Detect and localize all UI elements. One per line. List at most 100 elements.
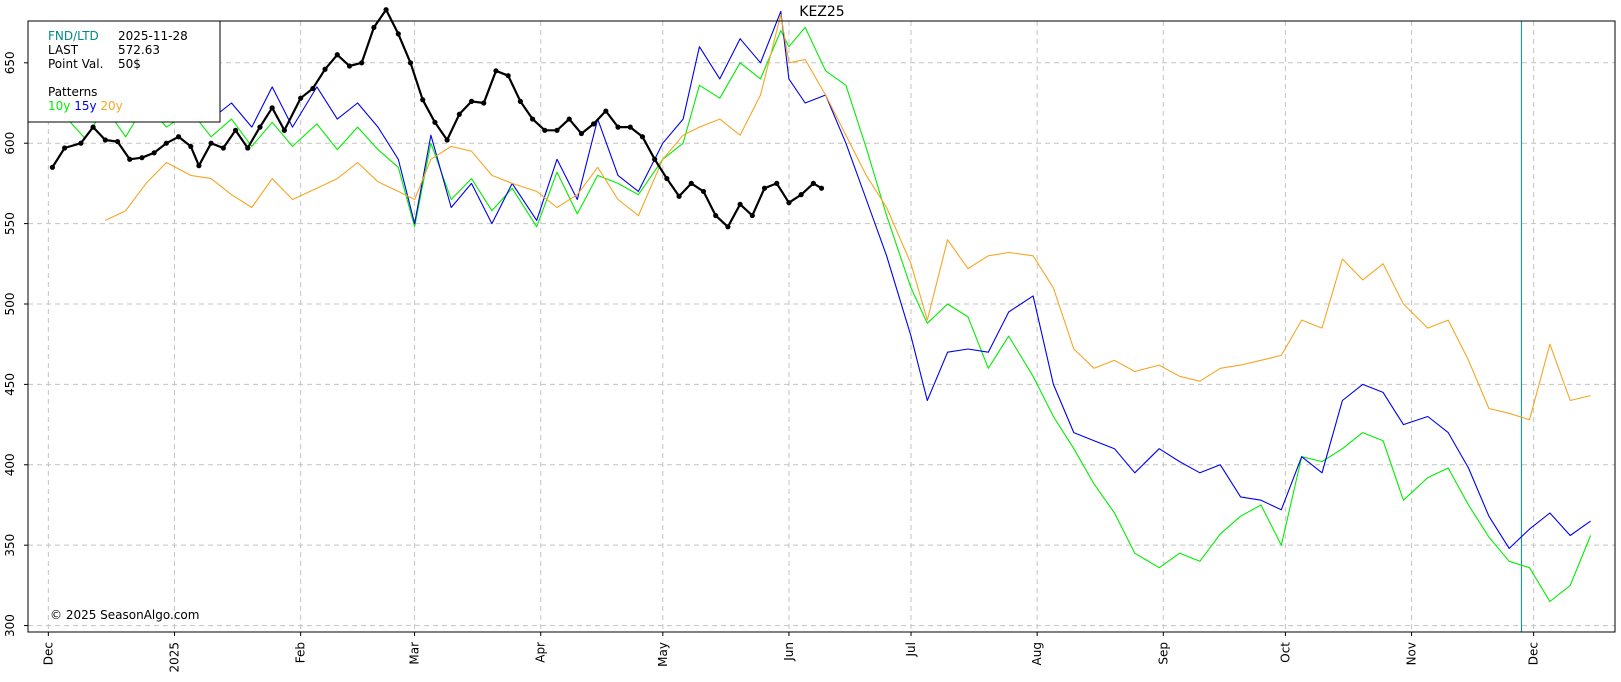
series-point	[371, 24, 377, 31]
series-point	[407, 60, 414, 66]
series-point	[346, 63, 353, 69]
series-point	[566, 116, 572, 122]
series-point	[652, 156, 658, 162]
x-tick-label: Dec	[1527, 642, 1541, 665]
series-point	[334, 52, 340, 58]
series-point	[627, 124, 633, 130]
info-label: FND/LTD	[48, 29, 99, 43]
series-point	[664, 175, 670, 182]
series-point	[774, 180, 780, 186]
series-point	[505, 73, 511, 79]
x-tick-label: May	[656, 642, 670, 667]
series-point	[432, 119, 438, 125]
series-point	[615, 124, 621, 130]
grid	[28, 21, 1615, 632]
series-point	[761, 185, 768, 191]
series-point	[591, 121, 597, 127]
series-line-20y	[105, 14, 1591, 421]
series-point	[269, 105, 275, 111]
series-point	[798, 192, 804, 198]
series-point	[578, 130, 585, 137]
x-tick-label: Sep	[1156, 642, 1170, 665]
y-axis: 300 350 400 450 500 550 600 650	[3, 51, 28, 637]
series-point	[676, 193, 682, 199]
y-tick-label: 500	[3, 293, 17, 316]
series-point	[62, 145, 68, 151]
y-tick-label: 450	[3, 373, 17, 396]
x-tick-label: Nov	[1405, 642, 1419, 665]
series-point	[395, 31, 401, 37]
series-point	[786, 200, 792, 206]
x-tick-label: Jun	[782, 642, 796, 662]
series-point	[639, 134, 646, 140]
series-point	[468, 98, 475, 104]
series-point	[151, 150, 157, 156]
series-point	[232, 127, 239, 133]
series-layer	[49, 7, 1592, 603]
series-point	[700, 188, 707, 195]
chart-title: KEZ25	[799, 4, 844, 20]
series-point	[383, 7, 389, 13]
series-point	[444, 137, 450, 143]
x-tick-label: Feb	[294, 642, 308, 663]
series-point	[310, 85, 316, 92]
x-tick-label: Dec	[41, 642, 55, 665]
series-line-10y	[64, 26, 1592, 603]
y-tick-label: 650	[3, 51, 17, 74]
x-axis: Dec 2025 Feb Mar Apr May Jun Jul Aug Sep Oct Nov Dec	[41, 632, 1541, 673]
series-point	[818, 185, 825, 191]
series-point	[90, 124, 96, 130]
y-tick-label: 400	[3, 453, 17, 476]
series-point	[713, 212, 719, 219]
legend-entry-20y: 20y	[97, 99, 123, 113]
series-point	[196, 163, 202, 169]
plot-frame	[27, 20, 1616, 633]
series-point	[810, 180, 816, 186]
y-tick-label: 550	[3, 212, 17, 235]
series-point	[322, 66, 328, 72]
series-point	[139, 155, 145, 161]
series-point	[245, 145, 251, 151]
series-point	[208, 140, 214, 146]
series-point	[49, 164, 56, 170]
y-tick-label: 600	[3, 132, 17, 155]
series-point	[603, 108, 609, 114]
info-label: LAST	[48, 43, 79, 57]
patterns-label: Patterns	[48, 85, 97, 99]
x-tick-label: Aug	[1030, 642, 1044, 665]
x-tick-label: Mar	[408, 642, 422, 665]
x-tick-label: 2025	[167, 642, 181, 673]
series-line-current	[51, 8, 823, 228]
patterns-legend: 10y 15y 20y	[48, 99, 123, 113]
series-point	[493, 68, 499, 74]
series-point	[114, 138, 121, 145]
series-point	[737, 201, 743, 207]
series-point	[554, 127, 560, 133]
series-point	[163, 140, 169, 146]
series-point	[298, 95, 304, 101]
series-point	[257, 124, 263, 130]
series-point	[481, 100, 487, 106]
series-point	[456, 111, 462, 117]
info-value: 572.63	[118, 43, 160, 57]
series-point	[420, 97, 426, 103]
x-tick-label: Apr	[534, 642, 548, 663]
series-point	[78, 140, 84, 146]
legend-entry-15y: 15y	[70, 99, 96, 113]
series-point	[688, 180, 694, 186]
series-point	[102, 137, 108, 143]
y-tick-label: 300	[3, 614, 17, 637]
series-point	[175, 134, 182, 140]
y-tick-label: 350	[3, 534, 17, 557]
info-value: 50$	[118, 57, 141, 71]
series-point	[359, 60, 365, 66]
series-point	[542, 127, 548, 133]
copyright-text: © 2025 SeasonAlgo.com	[50, 608, 199, 622]
series-point	[529, 116, 536, 122]
series-point	[749, 212, 755, 219]
legend-entry-10y: 10y	[48, 99, 70, 113]
info-box-frame	[27, 20, 221, 123]
series-point	[725, 224, 731, 230]
